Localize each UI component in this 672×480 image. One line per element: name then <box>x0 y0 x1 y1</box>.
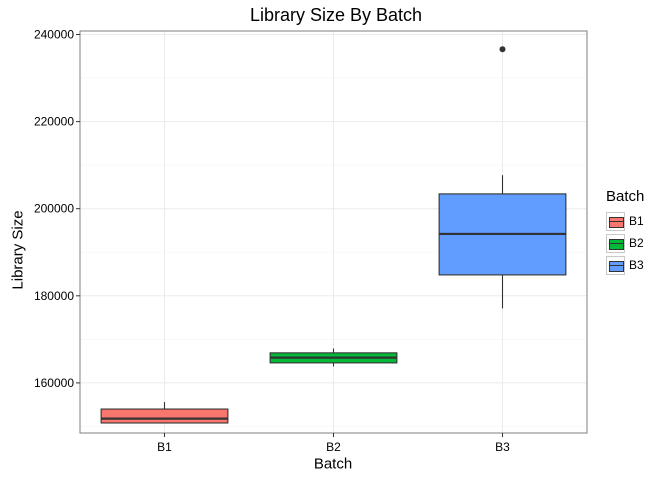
x-tick-label: B1 <box>157 440 172 454</box>
box-b1 <box>100 408 229 424</box>
x-tick-label: B3 <box>495 440 510 454</box>
y-axis-title: Library Size <box>9 210 27 290</box>
legend-key-b3 <box>606 255 625 275</box>
legend-title: Batch <box>606 188 645 205</box>
y-tick-label: 180000 <box>34 289 74 303</box>
legend-item-b3: B3 <box>606 254 644 276</box>
legend-label-b3: B3 <box>629 258 644 272</box>
legend-item-b2: B2 <box>606 232 644 254</box>
legend-key-b2 <box>606 233 625 253</box>
legend-key-b1 <box>606 211 625 231</box>
legend-label-b2: B2 <box>629 236 644 250</box>
x-axis-title: Batch <box>313 455 353 473</box>
box-b3-outlier <box>499 46 506 53</box>
legend-label-b1: B1 <box>629 214 644 228</box>
y-tick-label: 240000 <box>34 27 74 41</box>
legend-item-b1: B1 <box>606 210 644 232</box>
legend: Batch B1 B2 B3 <box>606 188 644 276</box>
y-tick-label: 160000 <box>34 376 74 390</box>
y-tick-label: 200000 <box>34 202 74 216</box>
y-tick-label: 220000 <box>34 115 74 129</box>
chart-title: Library Size By Batch <box>249 5 423 25</box>
x-tick-label: B2 <box>326 440 341 454</box>
